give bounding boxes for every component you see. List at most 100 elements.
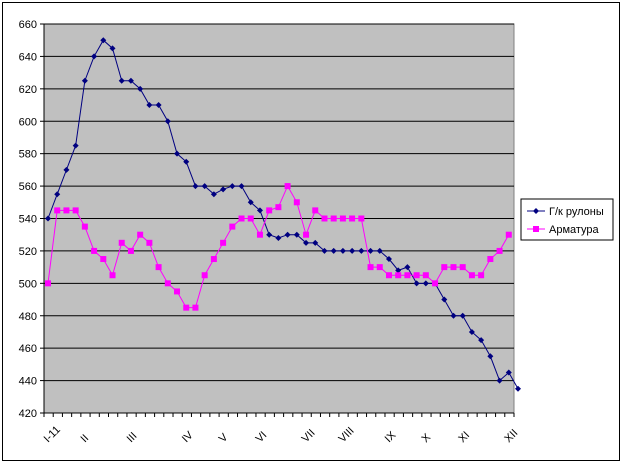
data-point (515, 385, 521, 392)
data-point (505, 369, 512, 376)
series-layer (45, 37, 521, 392)
data-point (275, 234, 282, 241)
legend-label: Г/к рулоны (549, 206, 604, 218)
data-point (284, 231, 291, 238)
data-point (395, 272, 402, 279)
x-tick-label: II (78, 432, 91, 445)
data-point (247, 199, 254, 206)
data-point (349, 215, 356, 222)
x-tick-label: XII (502, 427, 520, 445)
data-point (358, 215, 365, 222)
series-2 (45, 183, 512, 311)
y-tick-label: 620 (19, 84, 37, 96)
data-point (441, 264, 448, 271)
legend-label: Арматура (549, 224, 600, 236)
data-point (137, 231, 144, 238)
x-tick-label: XI (456, 429, 472, 445)
data-point (45, 215, 51, 222)
data-point (220, 239, 227, 246)
data-point (487, 353, 494, 360)
data-point (312, 207, 319, 214)
y-tick-label: 440 (19, 376, 37, 388)
data-point (505, 231, 512, 238)
data-point (45, 280, 51, 287)
x-axis-tick-labels: I-11 II III IV V VI VII VIII IX X XI XII (42, 424, 521, 445)
data-point (349, 247, 356, 254)
data-point (146, 239, 153, 246)
y-tick-label: 480 (19, 311, 37, 323)
y-tick-label: 600 (19, 116, 37, 128)
data-point (63, 207, 70, 214)
y-tick-label: 660 (19, 19, 37, 31)
data-point (118, 239, 125, 246)
data-point (238, 215, 245, 222)
legend-box (520, 198, 614, 241)
data-point (478, 272, 485, 279)
data-point (72, 207, 79, 214)
data-point (404, 272, 411, 279)
data-point (321, 215, 328, 222)
data-point (91, 53, 98, 60)
data-point (413, 280, 420, 287)
y-tick-label: 560 (19, 181, 37, 193)
data-point (266, 207, 273, 214)
data-point (146, 102, 153, 109)
data-point (100, 37, 107, 44)
data-point (174, 288, 181, 295)
data-point (210, 191, 217, 198)
data-point (303, 239, 310, 246)
data-point (256, 231, 263, 238)
data-point (210, 256, 217, 263)
data-point (312, 239, 319, 246)
x-tick-label: VIII (337, 425, 357, 445)
data-point (413, 272, 420, 279)
data-point (496, 247, 503, 254)
data-point (266, 231, 273, 238)
data-point (422, 280, 429, 287)
data-point (441, 296, 448, 303)
data-point (303, 231, 310, 238)
data-point (330, 215, 337, 222)
data-point (137, 85, 144, 92)
data-point (487, 256, 494, 263)
data-point (450, 312, 457, 319)
data-point (321, 247, 328, 254)
y-tick-label: 540 (19, 214, 37, 226)
data-point (127, 77, 134, 84)
legend: Г/к рулоны Арматура (520, 198, 614, 241)
data-point (91, 247, 98, 254)
data-point (256, 207, 263, 214)
y-tick-label: 640 (19, 51, 37, 63)
data-point (155, 102, 162, 109)
data-point (183, 304, 190, 311)
data-point (284, 183, 291, 190)
data-point (376, 264, 383, 271)
axes (43, 24, 515, 417)
data-point (174, 150, 181, 157)
series-line (47, 39, 519, 389)
data-point (54, 191, 61, 198)
data-point (339, 247, 346, 254)
y-tick-label: 420 (19, 408, 37, 420)
data-point (109, 45, 116, 52)
data-point (367, 247, 374, 254)
y-tick-label: 500 (19, 278, 37, 290)
data-point (468, 328, 475, 335)
data-point (81, 77, 88, 84)
y-tick-label: 520 (19, 246, 37, 258)
data-point (358, 247, 365, 254)
data-point (155, 264, 162, 271)
y-tick-label: 460 (19, 343, 37, 355)
data-point (459, 312, 466, 319)
data-point (478, 337, 485, 344)
data-point (330, 247, 337, 254)
data-point (63, 166, 70, 173)
data-point (229, 223, 236, 230)
data-point (385, 256, 392, 263)
data-point (201, 183, 208, 190)
data-point (164, 280, 171, 287)
data-point (247, 215, 254, 222)
data-point (118, 77, 125, 84)
data-point (72, 142, 79, 149)
